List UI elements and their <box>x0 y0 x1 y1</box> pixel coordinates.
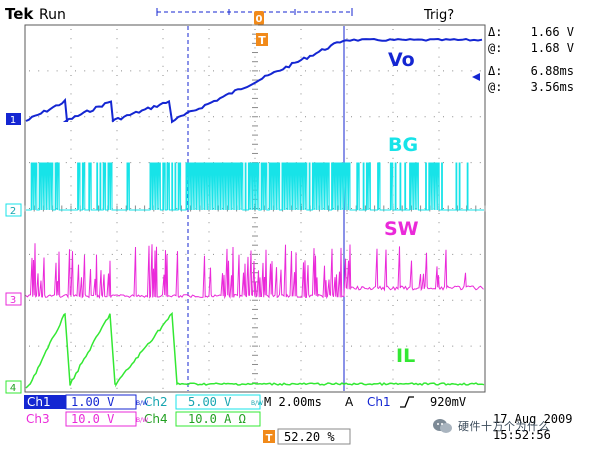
ch1-scale: 1.00 V <box>71 395 114 409</box>
sw-trace-label: SW <box>384 218 419 240</box>
acquisition-mode: A <box>345 395 354 409</box>
time-readout: 15:52:56 <box>493 428 551 442</box>
ch1-scale-readout[interactable]: Ch1 1.00 V <box>24 394 137 410</box>
ch3-scale: 10.0 V <box>71 412 114 426</box>
voltage-delta-label: Δ: <box>488 25 502 39</box>
trigger-source-readout[interactable]: Ch1 920mV <box>360 395 480 409</box>
watermark-text: 硬件十万个为什么 <box>458 420 550 433</box>
ch3-scale-readout[interactable]: Ch3 10.0 V <box>26 411 137 427</box>
ch4-marker-number: 4 <box>10 383 16 394</box>
bg-trace-label: BG <box>388 134 418 156</box>
vo-trace-label: Vo <box>388 49 415 71</box>
voltage-at-label: @: <box>488 41 502 55</box>
trigger-source: Ch1 <box>367 395 391 409</box>
ch2-scale: 5.00 V <box>188 395 231 409</box>
ch1-marker-number: 1 <box>10 115 16 126</box>
ch4-scale: 10.0 A Ω <box>188 412 246 426</box>
bg-waveform <box>26 162 484 211</box>
time-at-value: 3.56ms <box>531 80 574 94</box>
ch2-label: Ch2 <box>144 395 168 409</box>
graticule <box>24 24 486 393</box>
trigger-time-marker[interactable]: T <box>256 33 268 47</box>
watermark: 硬件十万个为什么 <box>432 415 592 437</box>
trigger-time-glyph: T <box>258 34 266 47</box>
ch2-scale-readout[interactable]: Ch2 5.00 V <box>144 394 261 410</box>
trigger-level-arrow[interactable] <box>472 73 480 81</box>
time-delta-label: Δ: <box>488 64 502 78</box>
trigger-position-glyph: T <box>266 433 273 444</box>
trigger-position-readout[interactable]: T 52.20 % <box>263 428 351 445</box>
ch2-ground-marker[interactable]: 2 <box>5 203 22 217</box>
bw-limit-mark-ch2: B/W <box>251 400 263 407</box>
ch3-marker-number: 3 <box>10 295 16 306</box>
time-delta-value: 6.88ms <box>531 64 574 78</box>
sw-waveform <box>25 243 484 300</box>
rising-edge-icon <box>400 396 414 408</box>
bw-limit-mark-ch1: B/W <box>136 400 148 407</box>
record-position-bar[interactable] <box>156 8 353 16</box>
voltage-delta-value: 1.66 V <box>531 25 574 39</box>
trigger-position-label: 0 <box>256 14 263 25</box>
trigger-level: 920mV <box>430 395 466 409</box>
ch1-label: Ch1 <box>27 395 51 409</box>
ch4-label: Ch4 <box>144 412 168 426</box>
trigger-position-marker[interactable]: 0 <box>254 11 264 25</box>
trigger-position-value: 52.20 % <box>284 430 335 444</box>
cursor-readout: Δ: 1.66 V @: 1.68 V Δ: 6.88ms @: 3.56ms <box>488 25 574 94</box>
brand-label: Tek <box>5 5 34 23</box>
wechat-icon <box>433 419 452 433</box>
date-readout: 17 Aug 2009 <box>493 412 572 426</box>
trigger-state: Trig? <box>423 8 454 23</box>
run-state: Run <box>39 7 66 23</box>
ch4-scale-readout[interactable]: Ch4 10.0 A Ω <box>144 411 261 427</box>
ch1-ground-marker[interactable]: 1 <box>6 113 21 126</box>
voltage-at-value: 1.68 V <box>531 41 574 55</box>
time-at-label: @: <box>488 80 502 94</box>
ch3-ground-marker[interactable]: 3 <box>5 292 22 306</box>
ch2-marker-number: 2 <box>10 206 16 217</box>
timebase-readout[interactable]: M 2.00ms <box>264 395 322 409</box>
vo-waveform <box>25 37 483 124</box>
il-trace-label: IL <box>396 345 415 367</box>
ch4-ground-marker[interactable]: 4 <box>5 380 22 394</box>
il-waveform <box>25 311 485 389</box>
bw-limit-mark-ch3: B/W <box>136 417 148 424</box>
ch3-label: Ch3 <box>26 412 50 426</box>
